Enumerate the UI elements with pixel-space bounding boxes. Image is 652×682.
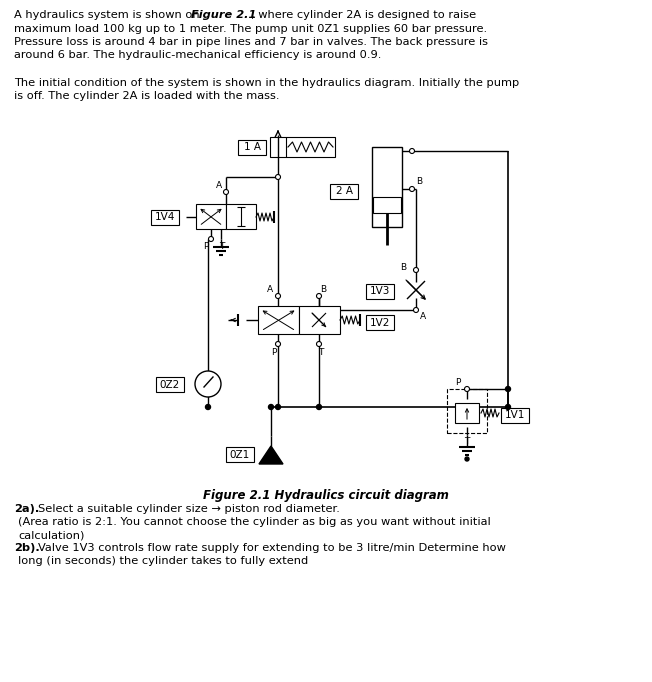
Text: A hydraulics system is shown on: A hydraulics system is shown on <box>14 10 203 20</box>
Text: 0Z1: 0Z1 <box>230 449 250 460</box>
Bar <box>455 403 479 423</box>
Text: is off. The cylinder 2A is loaded with the mass.: is off. The cylinder 2A is loaded with t… <box>14 91 280 101</box>
Bar <box>366 315 394 330</box>
Bar <box>373 197 401 213</box>
Text: B: B <box>400 263 406 273</box>
Circle shape <box>276 404 280 409</box>
Circle shape <box>269 404 273 409</box>
Text: P: P <box>455 378 460 387</box>
Bar <box>270 137 335 157</box>
Circle shape <box>276 342 280 346</box>
Text: 1V3: 1V3 <box>370 286 390 297</box>
Circle shape <box>276 293 280 299</box>
Circle shape <box>316 293 321 299</box>
Circle shape <box>316 342 321 346</box>
Text: calculation): calculation) <box>18 530 84 540</box>
Text: T: T <box>219 242 225 251</box>
Bar <box>299 306 340 334</box>
Bar <box>226 447 254 462</box>
Text: P: P <box>271 348 276 357</box>
Text: 2 A: 2 A <box>336 186 353 196</box>
Text: 2b).: 2b). <box>14 543 40 553</box>
Text: T: T <box>464 437 469 446</box>
Text: around 6 bar. The hydraulic-mechanical efficiency is around 0.9.: around 6 bar. The hydraulic-mechanical e… <box>14 50 381 61</box>
Text: Figure 2.1: Figure 2.1 <box>191 10 256 20</box>
Circle shape <box>409 149 415 153</box>
Text: P: P <box>203 242 209 251</box>
Text: The initial condition of the system is shown in the hydraulics diagram. Initiall: The initial condition of the system is s… <box>14 78 519 87</box>
Bar <box>196 204 226 229</box>
Text: Valve 1V3 controls flow rate supply for extending to be 3 litre/min Determine ho: Valve 1V3 controls flow rate supply for … <box>38 543 506 553</box>
Text: Select a suitable cylinder size → piston rod diameter.: Select a suitable cylinder size → piston… <box>38 504 340 514</box>
Text: 0Z2: 0Z2 <box>160 379 180 389</box>
Circle shape <box>316 404 321 409</box>
Bar <box>226 204 256 229</box>
Text: B: B <box>416 177 422 186</box>
Text: Figure 2.1 Hydraulics circuit diagram: Figure 2.1 Hydraulics circuit diagram <box>203 489 449 502</box>
Circle shape <box>205 404 211 409</box>
Circle shape <box>409 186 415 192</box>
Text: 1V2: 1V2 <box>370 318 390 327</box>
Text: 1 A: 1 A <box>243 143 261 153</box>
Text: A: A <box>216 181 222 190</box>
Text: A: A <box>420 312 426 321</box>
Bar <box>447 389 487 433</box>
Circle shape <box>413 267 419 273</box>
Bar <box>156 377 184 392</box>
Bar <box>366 284 394 299</box>
Text: long (in seconds) the cylinder takes to fully extend: long (in seconds) the cylinder takes to … <box>18 556 308 566</box>
Polygon shape <box>259 446 283 464</box>
Circle shape <box>465 457 469 461</box>
Bar <box>330 184 358 199</box>
Text: (Area ratio is 2:1. You cannot choose the cylinder as big as you want without in: (Area ratio is 2:1. You cannot choose th… <box>18 517 491 527</box>
Text: maximum load 100 kg up to 1 meter. The pump unit 0Z1 supplies 60 bar pressure.: maximum load 100 kg up to 1 meter. The p… <box>14 23 487 33</box>
Circle shape <box>413 308 419 312</box>
Text: T: T <box>318 348 323 357</box>
Text: , where cylinder 2A is designed to raise: , where cylinder 2A is designed to raise <box>251 10 476 20</box>
Bar <box>151 210 179 225</box>
Text: B: B <box>320 285 326 294</box>
Bar <box>258 306 299 334</box>
Circle shape <box>209 237 213 241</box>
Text: A: A <box>267 285 273 294</box>
Bar <box>372 147 402 227</box>
Circle shape <box>195 371 221 397</box>
Bar <box>501 408 529 423</box>
Circle shape <box>505 404 511 409</box>
Circle shape <box>224 190 228 194</box>
Text: 2a).: 2a). <box>14 504 39 514</box>
Bar <box>238 140 266 155</box>
Text: 1V1: 1V1 <box>505 411 526 421</box>
Circle shape <box>276 175 280 179</box>
Text: Pressure loss is around 4 bar in pipe lines and 7 bar in valves. The back pressu: Pressure loss is around 4 bar in pipe li… <box>14 37 488 47</box>
Text: 1V4: 1V4 <box>155 213 175 222</box>
Circle shape <box>505 387 511 391</box>
Circle shape <box>464 387 469 391</box>
